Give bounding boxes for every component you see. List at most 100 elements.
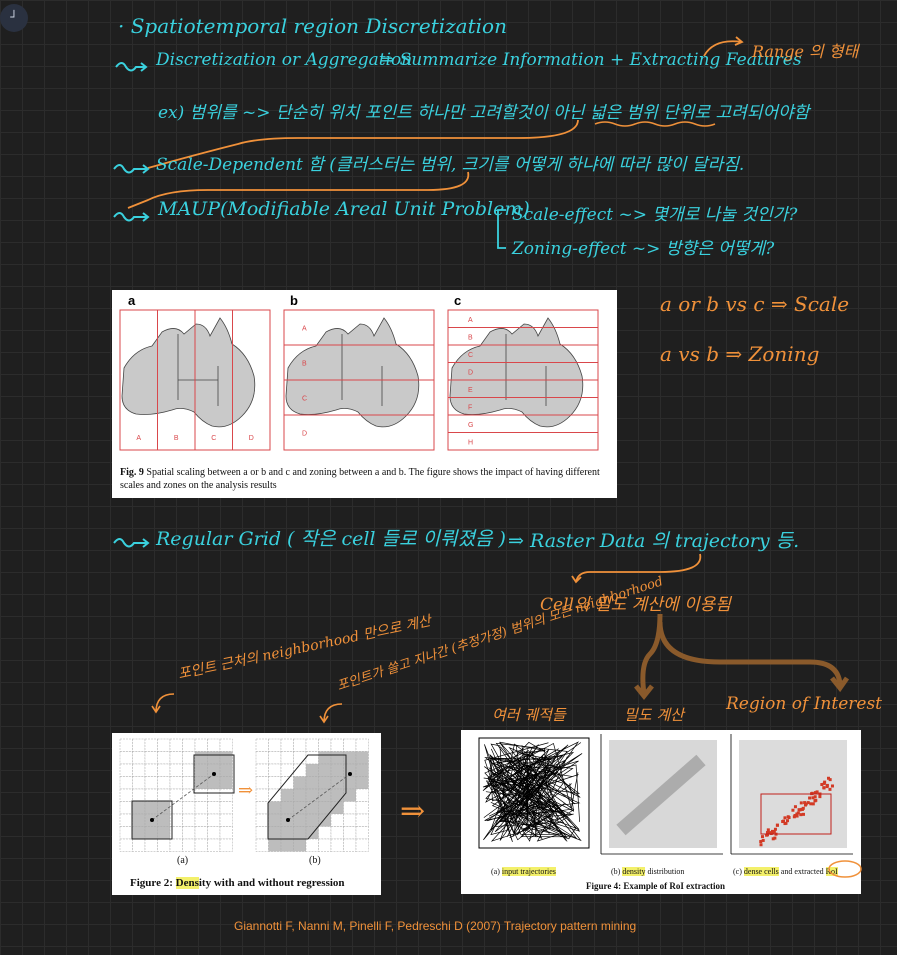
grid-cell [280,788,294,802]
dense-cell [759,843,763,847]
grid-cell [169,788,183,802]
grid-cell [194,788,208,802]
dense-cell [791,808,795,812]
grid-cell [182,826,196,840]
grid-cell [305,801,319,815]
small-arrow: ⇒ [238,780,254,801]
figure-4-sub-b-rest: distribution [645,867,685,876]
zone-label-c: D [468,369,473,376]
grid-cell [318,788,332,802]
trajectory-path [484,742,549,842]
grid-cell [119,801,133,815]
grid-cell [219,751,233,765]
dense-cell [818,795,822,799]
note-title: · Spatiotemporal region Discretization [118,14,507,38]
grid-cell [268,751,282,765]
figure-4-sub-b-highlight: density [622,867,646,876]
grid-cell [182,738,196,752]
grid-cell [119,813,133,827]
grid-cell [343,838,357,852]
grid-cell [355,738,369,752]
figure-4-sub-c-highlight: dense cells [743,867,779,876]
grid-cell [305,788,319,802]
grid-cell [207,751,221,765]
zone-label-c: G [468,422,473,429]
grid-cell [280,838,294,852]
dense-cell [773,836,777,840]
grid-cell [268,838,282,852]
dense-cell [827,776,831,780]
grid-cell [330,838,344,852]
panel-label-a: a [128,293,136,308]
dense-cell [759,840,763,844]
grid-cell [293,838,307,852]
grid-cell [119,763,133,777]
dense-cell [765,833,769,837]
dense-cell [828,778,832,782]
dense-cell [809,802,813,806]
figure-4-sub-b-prefix: (b) [611,867,623,876]
grid-cell [355,751,369,765]
zone-label-a: B [174,435,179,442]
figure-4-image: (a) input trajectories (b) density distr… [461,730,861,894]
grid-cell [207,813,221,827]
density-band [616,754,706,836]
grid-cell [268,738,282,752]
note-discretization: Discretization or Aggregation [156,50,413,70]
point-marker [286,818,290,822]
grid-cell [194,751,208,765]
grid-cell [219,763,233,777]
grid-cell [330,826,344,840]
dense-cell [793,805,797,809]
grid-cell [169,751,183,765]
grid-cell [293,813,307,827]
trajectory-path [487,753,583,822]
grid-cell [355,826,369,840]
grid-cell [280,826,294,840]
grid-cell [182,776,196,790]
curved-arrow-icon [127,171,470,209]
grid-cell [293,826,307,840]
grid-cell [255,813,269,827]
grid-cell [144,776,158,790]
grid-cell [318,776,332,790]
figure-9-caption: Fig. 9 Spatial scaling between a or b an… [120,466,612,492]
dense-cell [820,783,824,787]
grid-cell [182,788,196,802]
dense-cell [825,783,829,787]
grid-cell [305,738,319,752]
dense-cell [785,819,789,823]
dense-cell [828,787,832,791]
dense-cell [813,795,817,799]
dense-cell [783,822,787,826]
dense-cell [801,812,805,816]
figure-4-sub-a-highlight: input trajectories [501,867,556,876]
corner-bracket-icon[interactable]: ┘ [0,4,28,32]
grid-cell [194,813,208,827]
swept-region [267,754,347,840]
note-maup: MAUP(Modifiable Areal Unit Problem) [158,198,530,220]
dense-cell [822,781,826,785]
figure-9-image: a b c A B C D A B C D A B C D E F G H Fig. 9 Spatial sc… [112,290,617,498]
grid-cell [293,776,307,790]
note-roi: Region of Interest [726,694,882,714]
grid-cell [219,776,233,790]
note-scale-effect: Scale-effect ~> 몇개로 나눌 것인가? [512,205,798,225]
note-example: ex) 범위를 ~> 단순히 위치 포인트 하나만 고려할것이 아닌 넓은 범위… [158,103,810,123]
grid-cell [318,763,332,777]
note-a-vs-b: a vs b ⇒ Zoning [660,342,820,366]
zone-label-a: C [211,435,216,442]
figure-9-caption-label: Fig. 9 [120,467,144,478]
dense-cell [783,816,787,820]
dense-cell [806,801,810,805]
grid-cell [255,826,269,840]
grid-cell [169,838,183,852]
trajectory-path [495,742,579,819]
roi-extraction-panels [478,734,853,855]
panel-label-c: c [454,293,462,308]
grid-cell [144,788,158,802]
grid-cell [330,813,344,827]
grid-cell [182,813,196,827]
note-summarize: ⇒ Summarize Information + Extracting Fea… [380,50,802,70]
trajectory-path [491,742,582,842]
